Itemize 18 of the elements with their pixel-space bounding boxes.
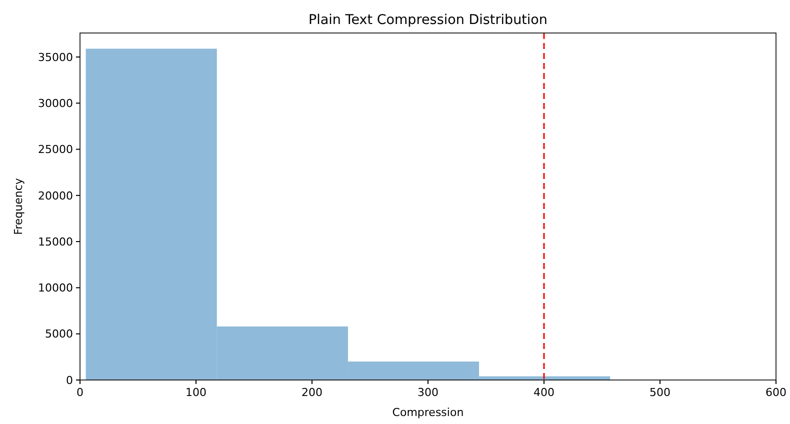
- x-axis-title: Compression: [392, 406, 464, 419]
- x-tick-label: 200: [302, 386, 322, 399]
- y-tick-label: 15000: [38, 235, 73, 248]
- y-axis-title: Frequency: [12, 178, 25, 235]
- y-tick-label: 10000: [38, 282, 73, 295]
- x-tick-label: 0: [76, 386, 84, 399]
- y-tick-label: 25000: [38, 143, 73, 156]
- chart-title: Plain Text Compression Distribution: [308, 12, 548, 28]
- y-tick-label: 20000: [38, 189, 73, 202]
- x-tick-label: 500: [650, 386, 670, 399]
- x-tick-label: 300: [418, 386, 438, 399]
- x-tick-label: 600: [766, 386, 786, 399]
- y-tick-label: 0: [66, 374, 73, 387]
- x-tick-label: 400: [534, 386, 554, 399]
- y-tick-label: 5000: [45, 328, 73, 341]
- y-tick-label: 35000: [38, 50, 73, 64]
- y-tick-label: 30000: [38, 96, 73, 110]
- x-tick-label: 100: [186, 386, 206, 399]
